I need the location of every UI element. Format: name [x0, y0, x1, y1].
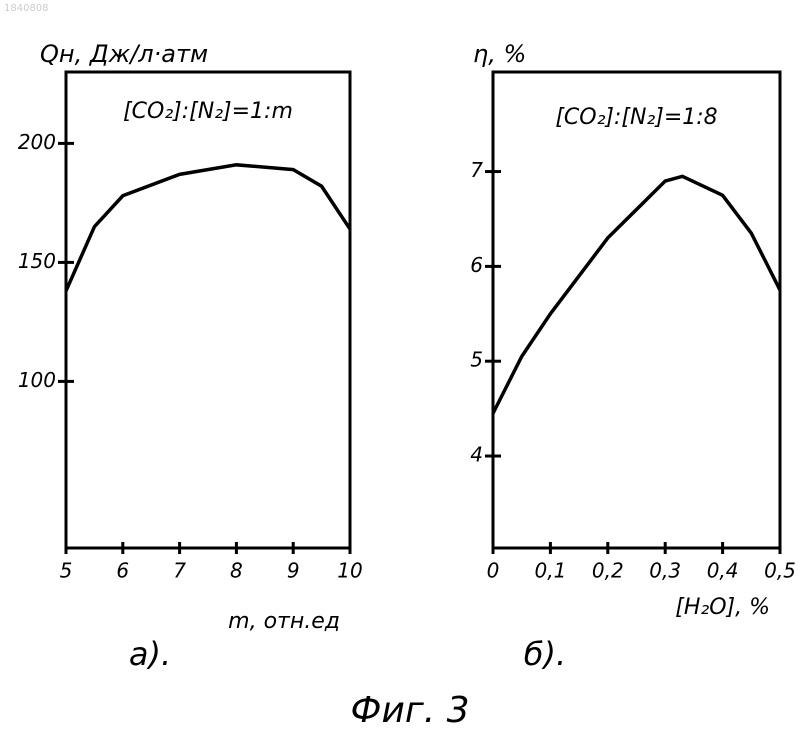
y-axis-label: Qн, Дж/л·атм: [40, 40, 208, 68]
panel-label: а).: [129, 635, 171, 673]
x-tick-label: 0,4: [707, 559, 739, 583]
figure: 1840808 Фиг. 3 100 150 200 5 6 7 8 9 10 Qн, Дж/л·…: [0, 0, 800, 748]
x-tick-label: 9: [287, 559, 300, 583]
x-tick-label: 0,5: [764, 559, 796, 583]
x-tick-label: 0,3: [649, 559, 681, 583]
x-tick-label: 0,2: [592, 559, 624, 583]
curve: [66, 165, 350, 291]
y-axis-label: η, %: [473, 40, 526, 68]
x-tick-label: 5: [60, 559, 73, 583]
y-tick-label: 200: [18, 130, 56, 154]
x-tick-label: 10: [337, 559, 362, 583]
annotation: [CO₂]:[N₂]=1:m: [123, 99, 293, 124]
x-axis-label: [H₂O], %: [675, 595, 770, 620]
x-tick-label: 8: [230, 559, 243, 583]
document-number: 1840808: [4, 3, 49, 14]
x-tick-label: 7: [173, 559, 186, 583]
curve: [493, 176, 780, 413]
plot-frame: [493, 72, 780, 548]
x-axis-label: m, отн.ед: [228, 609, 340, 634]
figure-caption: Фиг. 3: [350, 690, 469, 731]
annotation: [CO₂]:[N₂]=1:8: [555, 105, 717, 130]
y-tick-label: 4: [470, 443, 483, 467]
plot-frame: [66, 72, 350, 548]
x-tick-label: 6: [116, 559, 129, 583]
y-tick-label: 7: [470, 158, 483, 182]
y-tick-label: 5: [470, 348, 483, 372]
panel-label: б).: [524, 635, 566, 673]
x-tick-label: 0: [487, 559, 500, 583]
y-tick-label: 150: [18, 249, 56, 273]
x-tick-label: 0,1: [534, 559, 566, 583]
y-tick-label: 6: [470, 253, 483, 277]
y-tick-label: 100: [18, 368, 56, 392]
